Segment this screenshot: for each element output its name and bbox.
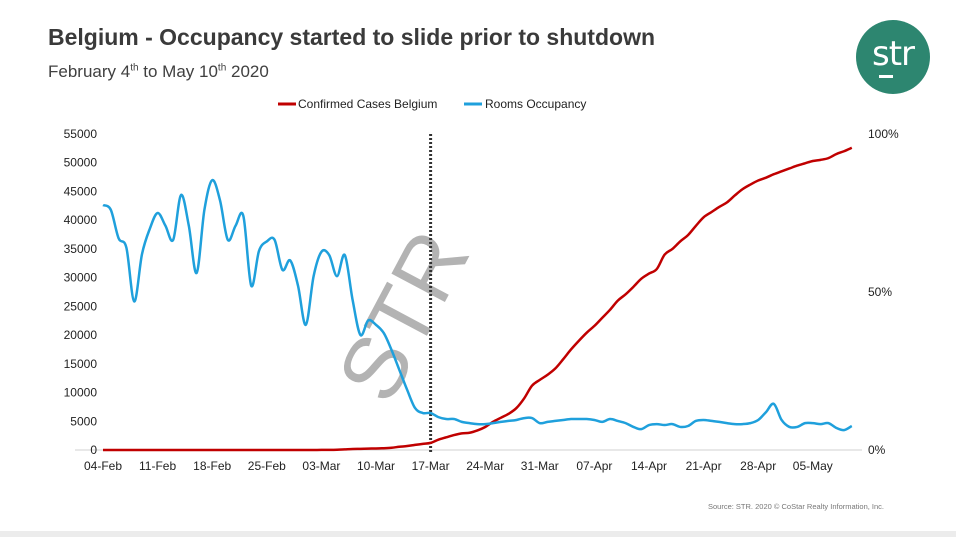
y-left-tick-label: 50000 — [64, 156, 98, 170]
chart-subtitle: February 4th to May 10th 2020 — [48, 62, 269, 82]
logo-underline — [879, 75, 893, 78]
y-left-tick-label: 20000 — [64, 328, 98, 342]
subtitle-sup: th — [130, 62, 139, 74]
legend-label-occupancy: Rooms Occupancy — [485, 97, 586, 111]
x-tick-label: 05-May — [793, 459, 833, 473]
x-tick-label: 04-Feb — [84, 459, 122, 473]
x-tick-label: 21-Apr — [686, 459, 722, 473]
y-left-tick-label: 10000 — [64, 386, 98, 400]
x-tick-label: 24-Mar — [466, 459, 504, 473]
x-tick-label: 11-Feb — [139, 459, 176, 473]
y-right-tick-label: 0% — [868, 443, 886, 457]
x-tick-label: 10-Mar — [357, 459, 395, 473]
legend: Confirmed Cases Belgium Rooms Occupancy — [278, 97, 586, 111]
subtitle-text: February 4 — [48, 62, 131, 81]
subtitle-text: to May 10 — [138, 62, 218, 81]
y-left-tick-label: 35000 — [64, 242, 98, 256]
y-left-tick-label: 5000 — [70, 414, 97, 428]
series-line-cases — [102, 146, 853, 452]
y-left-tick-label: 40000 — [64, 213, 98, 227]
y-right-tick-label: 50% — [868, 285, 892, 299]
x-tick-label: 28-Apr — [740, 459, 776, 473]
source-note: Source: STR. 2020 © CoStar Realty Inform… — [708, 502, 885, 511]
logo-text: str — [871, 34, 915, 74]
y-left-tick-label: 25000 — [64, 299, 98, 313]
str-logo: str — [856, 20, 930, 94]
x-tick-label: 03-Mar — [302, 459, 340, 473]
bottom-bar — [0, 531, 956, 537]
series-line-occupancy — [102, 178, 853, 432]
y-left-tick-label: 15000 — [64, 357, 98, 371]
x-tick-label: 17-Mar — [412, 459, 450, 473]
y-left-tick-label: 45000 — [64, 184, 98, 198]
x-tick-label: 31-Mar — [521, 459, 559, 473]
subtitle-text: 2020 — [226, 62, 269, 81]
x-tick-label: 18-Feb — [193, 459, 231, 473]
chart-title: Belgium - Occupancy started to slide pri… — [48, 24, 656, 50]
x-tick-label: 07-Apr — [576, 459, 612, 473]
y-left-tick-label: 30000 — [64, 271, 98, 285]
watermark: STR — [318, 215, 488, 417]
x-tick-label: 14-Apr — [631, 459, 667, 473]
legend-label-cases: Confirmed Cases Belgium — [298, 97, 437, 111]
subtitle-sup: th — [217, 62, 227, 74]
y-left-tick-label: 55000 — [64, 127, 98, 141]
y-right-tick-label: 100% — [868, 127, 899, 141]
y-left-tick-label: 0 — [90, 443, 97, 457]
x-tick-label: 25-Feb — [248, 459, 286, 473]
